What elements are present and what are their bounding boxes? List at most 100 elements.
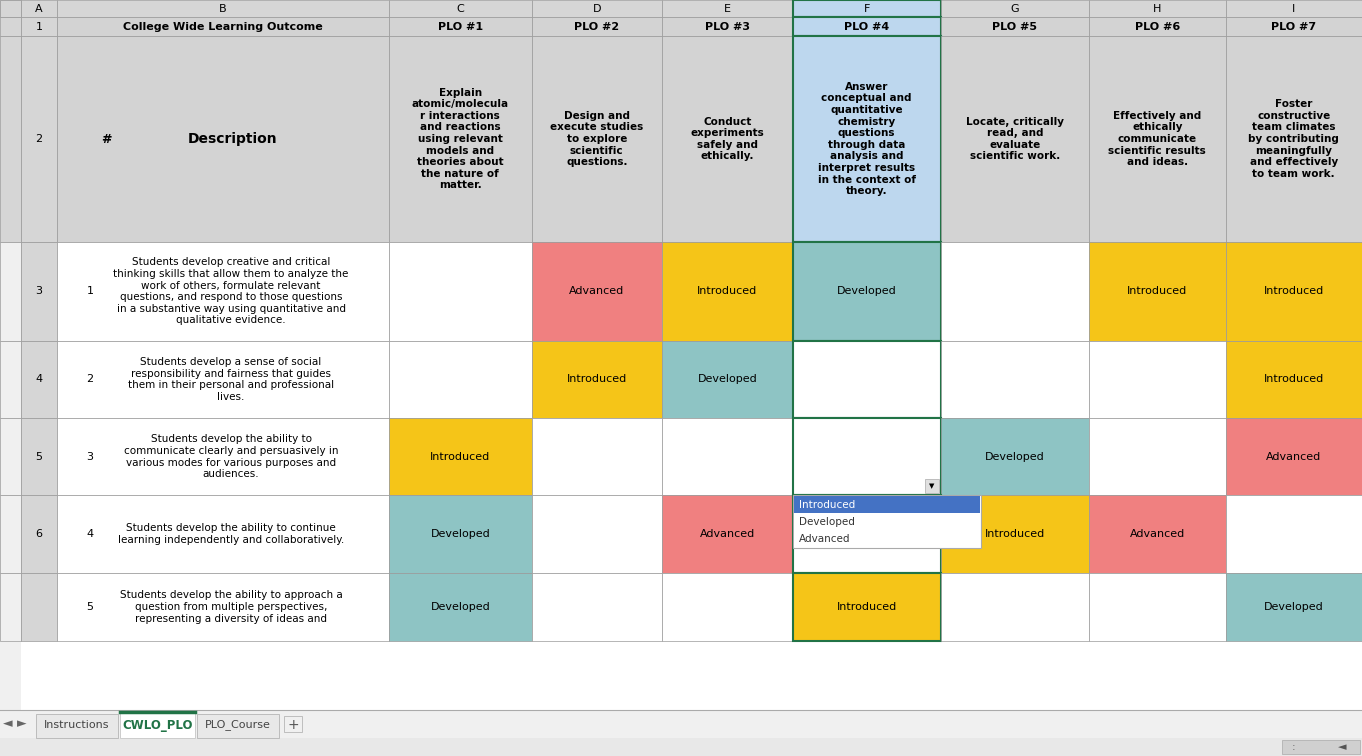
Text: Conduct
experiments
safely and
ethically.: Conduct experiments safely and ethically… [691, 116, 764, 162]
Text: F: F [864, 4, 870, 14]
Text: Description: Description [188, 132, 278, 146]
Bar [1282, 740, 1361, 754]
Bar [0, 738, 1362, 756]
Text: Developed: Developed [430, 529, 490, 539]
Text: Foster
constructive
team climates
by contributing
meaningfully
and effectively
t: Foster constructive team climates by con… [1249, 99, 1339, 179]
Bar [662, 418, 793, 495]
Text: PLO #3: PLO #3 [704, 22, 749, 32]
Bar [794, 497, 979, 513]
Bar [941, 572, 1090, 641]
Text: Advanced: Advanced [1267, 452, 1321, 462]
Text: Introduced: Introduced [1264, 287, 1324, 296]
Bar [1090, 36, 1226, 242]
Bar [1226, 418, 1362, 495]
Text: A: A [35, 4, 44, 14]
Bar [390, 495, 531, 572]
Bar [0, 710, 1362, 756]
Bar [1090, 17, 1226, 36]
Bar [22, 572, 57, 641]
Bar [793, 242, 941, 341]
Text: PLO #1: PLO #1 [437, 22, 484, 32]
Bar [794, 513, 979, 531]
Text: Explain
atomic/molecula
r interactions
and reactions
using relevant
models and
t: Explain atomic/molecula r interactions a… [411, 88, 509, 191]
Text: PLO #5: PLO #5 [993, 22, 1038, 32]
Bar [793, 495, 981, 548]
Text: 1: 1 [35, 22, 42, 32]
Text: 3: 3 [87, 452, 94, 462]
Text: Developed: Developed [697, 374, 757, 385]
Bar [390, 17, 531, 36]
Bar [57, 495, 390, 572]
Text: Answer
conceptual and
quantitative
chemistry
questions
through data
analysis and: Answer conceptual and quantitative chemi… [817, 82, 915, 197]
Bar [0, 418, 22, 495]
Bar [1226, 572, 1362, 641]
Text: PLO #4: PLO #4 [844, 22, 889, 32]
Bar [1090, 495, 1226, 572]
Text: E: E [723, 4, 731, 14]
Bar [1226, 17, 1362, 36]
Bar [57, 341, 390, 418]
Text: Advanced: Advanced [700, 529, 755, 539]
Bar [120, 712, 195, 738]
Bar [57, 418, 390, 495]
Bar [390, 0, 531, 17]
Text: 6: 6 [35, 529, 42, 539]
Bar [390, 341, 531, 418]
Text: PLO #7: PLO #7 [1271, 22, 1316, 32]
Text: 4: 4 [87, 529, 94, 539]
Bar [1226, 341, 1362, 418]
Bar [925, 479, 938, 494]
Bar [531, 242, 662, 341]
Bar [285, 716, 302, 732]
Bar [22, 341, 57, 418]
Bar [793, 572, 941, 641]
Text: PLO #2: PLO #2 [575, 22, 620, 32]
Bar [662, 17, 793, 36]
Bar [390, 572, 531, 641]
Bar [941, 242, 1090, 341]
Bar [0, 341, 22, 418]
Bar [793, 341, 941, 418]
Bar [941, 495, 1090, 572]
Text: Developed: Developed [985, 452, 1045, 462]
Text: 5: 5 [35, 452, 42, 462]
Text: H: H [1154, 4, 1162, 14]
Bar [0, 0, 22, 17]
Text: 4: 4 [35, 374, 42, 385]
Bar [1090, 0, 1226, 17]
Bar [390, 36, 531, 242]
Text: Developed: Developed [798, 517, 854, 527]
Bar [0, 17, 22, 36]
Bar [941, 341, 1090, 418]
Bar [662, 495, 793, 572]
Bar [794, 531, 979, 547]
Text: Design and
execute studies
to explore
scientific
questions.: Design and execute studies to explore sc… [550, 111, 643, 167]
Text: Advanced: Advanced [1129, 529, 1185, 539]
Bar [941, 17, 1090, 36]
Bar [1090, 418, 1226, 495]
Bar [662, 242, 793, 341]
Bar [390, 242, 531, 341]
Bar [57, 0, 390, 17]
Bar [531, 418, 662, 495]
Bar [793, 0, 941, 17]
Text: Developed: Developed [836, 287, 896, 296]
Text: Advanced: Advanced [798, 534, 850, 544]
Bar [57, 17, 390, 36]
Text: D: D [592, 4, 601, 14]
Text: Introduced: Introduced [430, 452, 490, 462]
Bar [1090, 572, 1226, 641]
Text: G: G [1011, 4, 1019, 14]
Text: ◄: ◄ [3, 717, 12, 730]
Bar [0, 0, 22, 17]
Text: 1: 1 [87, 287, 94, 296]
Text: 2: 2 [35, 134, 42, 144]
Text: Introduced: Introduced [567, 374, 627, 385]
Bar [793, 495, 941, 572]
Text: ▼: ▼ [929, 483, 934, 489]
Text: Introduced: Introduced [697, 287, 757, 296]
Bar [531, 0, 662, 17]
Text: Effectively and
ethically
communicate
scientific results
and ideas.: Effectively and ethically communicate sc… [1109, 111, 1207, 167]
Bar [0, 572, 22, 641]
Bar [1090, 341, 1226, 418]
